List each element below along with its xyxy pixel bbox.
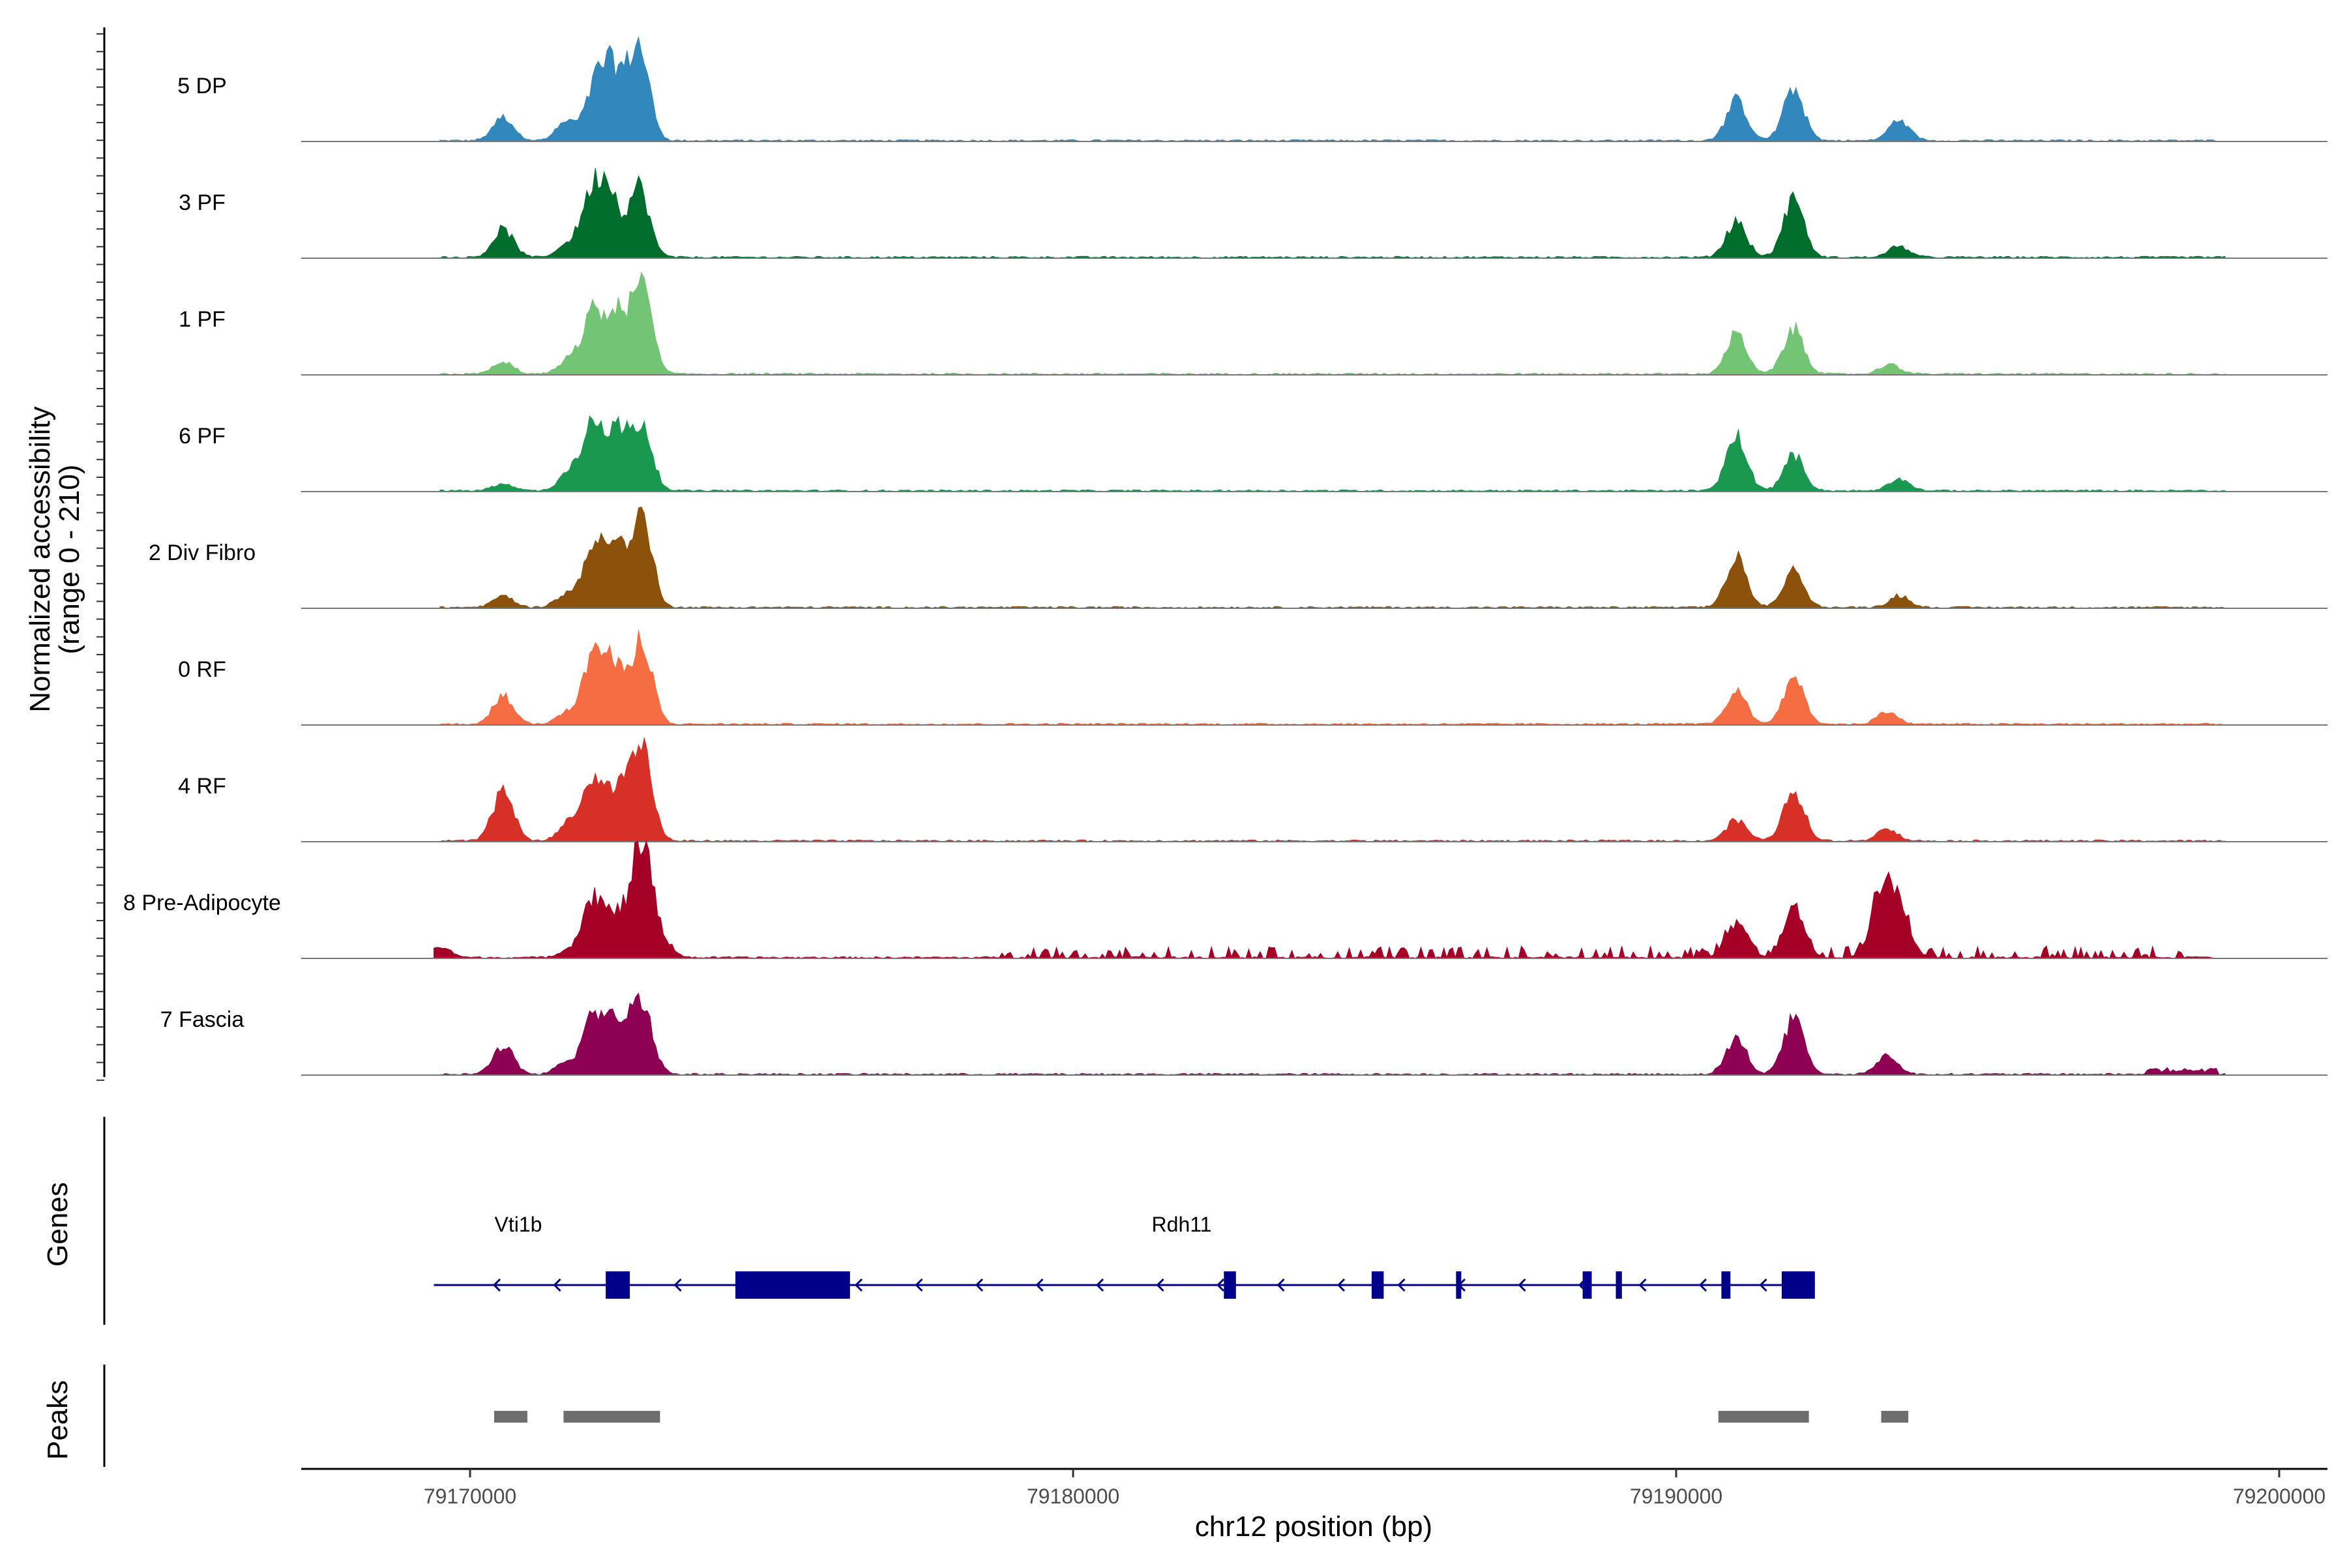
gene-exon (735, 1271, 850, 1299)
coverage-area (434, 840, 2213, 960)
gene-label-rdh11: Rdh11 (1152, 1213, 1212, 1236)
peak-region (563, 1411, 660, 1423)
strand-arrow (854, 1278, 863, 1292)
track-label: 5 DP (177, 74, 227, 98)
x-tick-label: 79170000 (424, 1485, 516, 1508)
track-label: 1 PF (179, 307, 226, 332)
coverage-area (439, 415, 2226, 492)
track-7-fascia: 7 Fascia (160, 992, 2327, 1076)
x-tick-label: 79200000 (2233, 1485, 2325, 1508)
strand-arrow (492, 1278, 501, 1292)
strand-arrow (975, 1278, 984, 1292)
y-axis-subtitle: (range 0 - 210) (53, 464, 85, 654)
track-label: 8 Pre-Adipocyte (123, 891, 281, 915)
strand-arrow (1759, 1278, 1767, 1292)
x-axis: 79170000 79180000 79190000 79200000 (301, 1468, 2327, 1508)
peak-region (494, 1411, 527, 1423)
track-6-pf: 6 PF (179, 415, 2327, 492)
genes-track: Vti1b Rdh11 (103, 1117, 1815, 1325)
strand-arrow (673, 1278, 682, 1292)
peak-region (1881, 1411, 1909, 1423)
strand-arrow (1277, 1278, 1285, 1292)
coverage-area (439, 168, 2226, 259)
gene-exon (1371, 1271, 1384, 1299)
track-2-div-fibro: 2 Div Fibro (149, 506, 2327, 609)
gene-exon (1582, 1271, 1592, 1299)
strand-arrow (1397, 1278, 1406, 1292)
gene-label-vti1b: Vti1b (495, 1213, 542, 1236)
coverage-area (439, 630, 2226, 726)
strand-arrow (915, 1278, 923, 1292)
genes-track-title: Genes (42, 1182, 74, 1267)
peak-region (1718, 1411, 1809, 1423)
gene-exon (1781, 1271, 1815, 1299)
track-label: 3 PF (179, 190, 226, 215)
track-0-rf: 0 RF (178, 630, 2327, 726)
strand-arrow (1518, 1278, 1526, 1292)
peaks-track (103, 1365, 1909, 1467)
track-3-pf: 3 PF (179, 168, 2327, 259)
coverage-area (439, 992, 2226, 1076)
track-8-pre-adipocyte: 8 Pre-Adipocyte (123, 840, 2327, 960)
track-label: 0 RF (178, 657, 226, 682)
y-axis (96, 27, 106, 1081)
strand-arrow (553, 1278, 561, 1292)
track-label: 7 Fascia (160, 1007, 244, 1032)
track-label: 6 PF (179, 424, 226, 449)
strand-arrow (1035, 1278, 1044, 1292)
coverage-area (439, 36, 2226, 142)
strand-arrow (1095, 1278, 1104, 1292)
coverage-area (439, 506, 2226, 609)
track-5-dp: 5 DP (177, 36, 2327, 142)
strand-arrow (1156, 1278, 1164, 1292)
peaks-track-title: Peaks (42, 1380, 74, 1460)
strand-arrow (1216, 1278, 1225, 1292)
coverage-area (439, 271, 2226, 376)
gene-exon (1721, 1271, 1731, 1299)
x-tick-label: 79190000 (1630, 1485, 1722, 1508)
track-1-pf: 1 PF (179, 271, 2327, 376)
strand-arrow (1698, 1278, 1707, 1292)
strand-arrow (1336, 1278, 1346, 1292)
gene-exon (1456, 1271, 1462, 1299)
gene-exon (1616, 1271, 1622, 1299)
gene-exon (1224, 1271, 1236, 1299)
coverage-tracks: 5 DP 3 PF 1 PF 6 PF 2 Div Fibro 0 RF 4 RF 8 Pre… (123, 36, 2327, 1076)
x-axis-title: chr12 position (bp) (1195, 1511, 1432, 1543)
coverage-area (439, 737, 2226, 842)
track-4-rf: 4 RF (178, 737, 2327, 842)
track-label: 2 Div Fibro (149, 540, 256, 565)
y-axis-title: Normalized accessibility (24, 406, 56, 712)
gene-exon (606, 1271, 630, 1299)
strand-arrow (1638, 1278, 1647, 1292)
track-label: 4 RF (178, 774, 226, 799)
x-tick-label: 79180000 (1027, 1485, 1119, 1508)
